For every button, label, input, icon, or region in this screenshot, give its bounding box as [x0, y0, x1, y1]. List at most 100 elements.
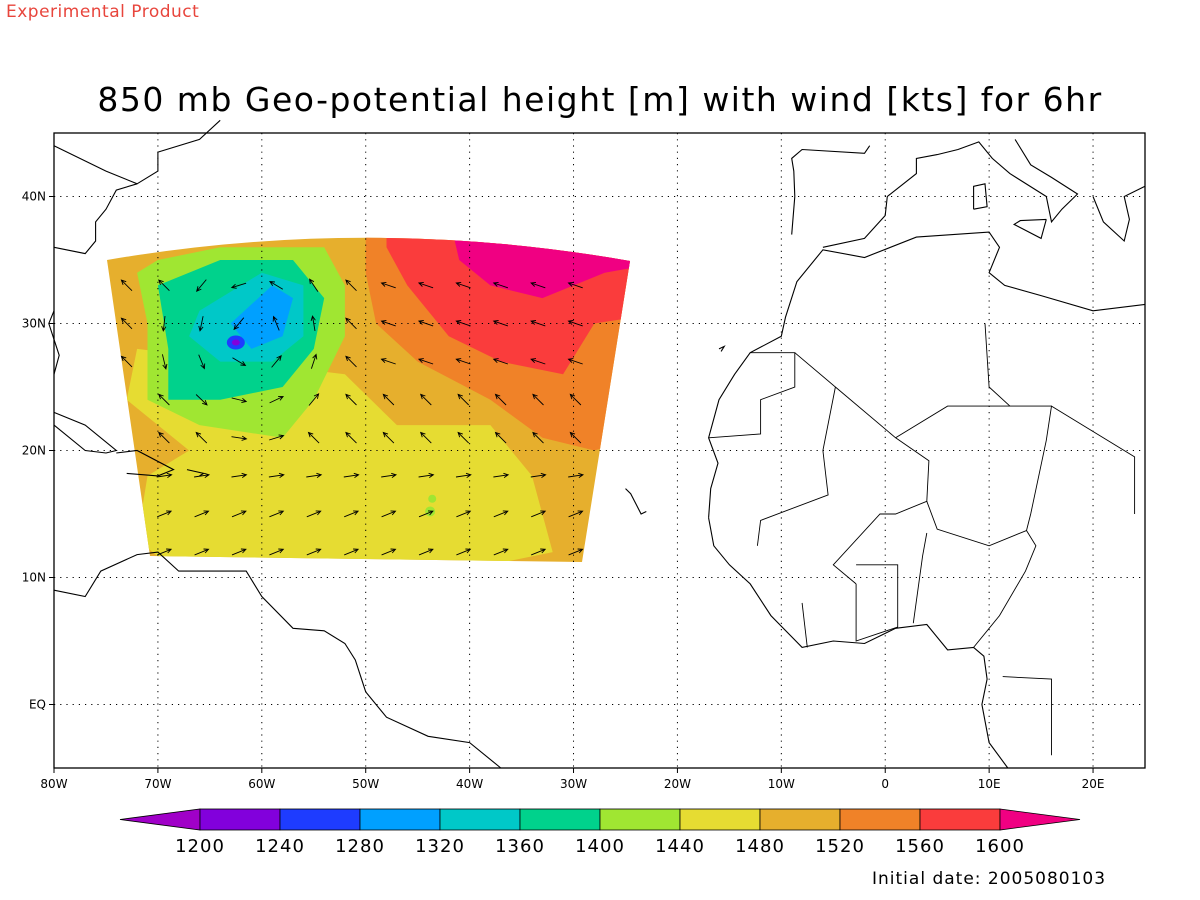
wind-arrow: [158, 279, 170, 292]
colorbar-label: 1480: [735, 836, 785, 857]
x-tick-label: 0: [881, 777, 889, 791]
wind-arrow: [530, 358, 546, 365]
wind-arrow: [120, 355, 133, 368]
wind-arrow: [269, 548, 285, 556]
wind-arrow: [156, 472, 173, 478]
wind-arrow: [567, 358, 583, 365]
wind-arrow: [532, 393, 544, 406]
x-tick-label: 40W: [456, 777, 483, 791]
wind-arrow: [530, 320, 546, 327]
border-chad: [1051, 405, 1136, 514]
wind-arrow: [455, 320, 471, 327]
x-tick-label: 70W: [144, 777, 171, 791]
wind-arrow: [271, 354, 282, 368]
border-mali: [832, 386, 930, 585]
x-tick-label: 50W: [352, 777, 379, 791]
colorbar-label: 1600: [975, 836, 1025, 857]
colorbar-label: 1200: [175, 836, 225, 857]
colorbar-label: 1280: [335, 836, 385, 857]
coast-cape-verde: [625, 488, 647, 515]
wind-arrow: [492, 358, 509, 365]
colorbar-segment: [199, 808, 281, 831]
wind-arrows: [120, 278, 585, 556]
wind-arrow: [568, 472, 585, 478]
wind-arrow: [567, 320, 583, 327]
wind-arrow: [310, 315, 316, 331]
wind-arrow: [567, 281, 583, 289]
wind-arrow: [569, 431, 582, 444]
colorbar-label: 1520: [815, 836, 865, 857]
colorbar-segment: [519, 808, 601, 831]
coast-canaries: [718, 345, 726, 352]
wind-arrow: [345, 355, 357, 368]
colorbar-segment: [759, 808, 841, 831]
wind-arrow: [494, 431, 507, 444]
wind-arrow: [269, 510, 285, 518]
wind-arrow: [231, 510, 247, 518]
coast-sardinia: [973, 183, 988, 210]
wind-arrow: [417, 281, 434, 289]
y-tick-label: 10N: [22, 571, 46, 585]
wind-arrow: [195, 394, 208, 406]
wind-arrow: [230, 282, 247, 289]
colorbar-segment: [919, 808, 1001, 831]
wind-arrow: [306, 548, 322, 556]
wind-arrow: [494, 393, 507, 406]
wind-arrow: [455, 281, 471, 289]
wind-arrow: [381, 548, 397, 556]
wind-arrow: [492, 281, 509, 289]
coast-east-usa: [53, 183, 138, 255]
coast-hispaniola: [116, 449, 175, 477]
wind-arrow: [381, 510, 397, 518]
x-tick-label: 60W: [248, 777, 275, 791]
wind-arrow: [531, 510, 547, 518]
wind-arrow: [418, 510, 434, 518]
wind-arrow: [345, 393, 357, 406]
wind-arrow: [158, 393, 170, 406]
y-tick-label: 30N: [22, 317, 46, 331]
wind-arrow: [380, 358, 396, 365]
wind-arrow: [232, 357, 247, 367]
wind-arrow: [568, 510, 584, 518]
field-1240-low: [231, 339, 240, 346]
height-field: [107, 237, 630, 562]
wind-arrow: [198, 354, 206, 370]
wind-arrow: [419, 393, 432, 406]
x-tick-label: 10W: [768, 777, 795, 791]
wind-arrow: [455, 358, 471, 365]
colorbar-label: 1320: [415, 836, 465, 857]
wind-arrow: [418, 548, 434, 556]
wind-arrow: [457, 431, 470, 444]
wind-arrow: [343, 472, 360, 478]
wind-arrow: [161, 354, 168, 370]
colorbar-segment: [359, 808, 441, 831]
wind-arrow: [269, 434, 285, 441]
wind-arrow: [493, 510, 509, 518]
wind-arrow: [530, 281, 546, 289]
wind-arrow: [419, 431, 432, 444]
wind-arrow: [457, 393, 470, 406]
border-nigeria-cameroon: [973, 530, 1037, 648]
wind-arrow: [158, 431, 170, 444]
wind-arrow: [268, 472, 285, 478]
field-1320: [230, 285, 293, 349]
colorbar-max-triangle: [999, 808, 1081, 831]
initial-date: Initial date: 2005080103: [872, 869, 1107, 889]
wind-arrow: [344, 548, 360, 556]
border-ghana: [855, 564, 899, 642]
wind-arrow: [456, 510, 472, 518]
wind-arrow: [492, 320, 509, 327]
wind-arrow: [157, 510, 173, 518]
wind-arrow: [531, 548, 547, 556]
graticule: [54, 133, 1145, 768]
wind-arrow: [306, 510, 322, 518]
x-tick-label: 20W: [664, 777, 691, 791]
wind-arrow: [272, 315, 280, 331]
wind-arrow: [196, 279, 207, 293]
wind-arrow: [493, 472, 510, 478]
border-nigeria-west: [912, 532, 928, 624]
experimental-product-label: Experimental Product: [6, 2, 200, 22]
wind-arrow: [308, 393, 320, 406]
field-spot: [428, 494, 437, 503]
